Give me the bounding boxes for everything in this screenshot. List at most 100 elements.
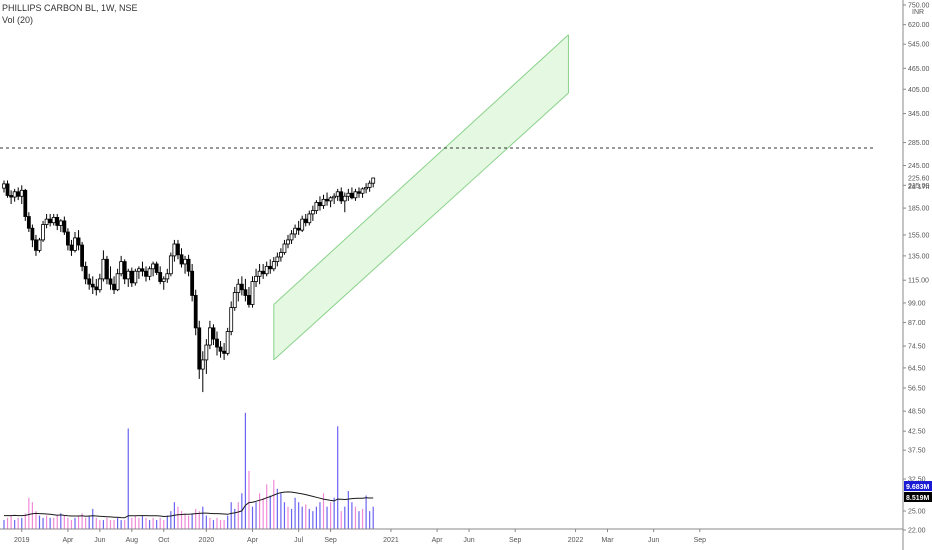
volume-bar: [170, 511, 172, 529]
candle-body: [176, 243, 180, 256]
volume-bar: [301, 506, 303, 529]
candle: [90, 276, 95, 295]
candle-body: [12, 191, 17, 198]
volume-bar: [230, 502, 232, 529]
candle-body: [360, 188, 365, 194]
candle: [186, 254, 191, 277]
volume-bar: [141, 515, 144, 529]
candle-body: [243, 289, 248, 296]
candle-body: [168, 255, 173, 275]
volume-bar: [280, 493, 282, 529]
volume-bar: [102, 520, 104, 529]
volume-bar: [326, 506, 328, 529]
candle-body: [87, 278, 92, 285]
bar-countdown-label: 2d 17h: [908, 184, 930, 191]
candle-body: [140, 268, 145, 272]
currency-label: INR: [912, 9, 924, 16]
candle: [94, 278, 99, 296]
candle: [9, 190, 14, 205]
candle-body: [357, 191, 361, 194]
price-tick-label: 345.00: [908, 111, 930, 118]
candle: [41, 220, 45, 242]
volume-bar: [244, 412, 246, 529]
time-tick-label: 2019: [14, 537, 30, 544]
candle: [200, 351, 205, 393]
candle-body: [261, 270, 266, 275]
volume-bar: [266, 484, 268, 529]
candle-body: [225, 331, 230, 354]
candle-body: [236, 283, 241, 293]
volume-bar: [60, 513, 62, 529]
volume-badge-bg: [904, 481, 932, 491]
price-tick-label: 620.00: [908, 22, 930, 29]
candle-body: [193, 295, 198, 329]
time-tick-label: Sep: [694, 537, 707, 544]
volume-bar: [312, 511, 314, 529]
candle: [193, 289, 198, 336]
candle-body: [23, 189, 28, 217]
price-tick-label: 750.00: [908, 3, 930, 10]
volume-bar: [74, 517, 76, 529]
candle: [51, 213, 56, 226]
candle: [300, 215, 305, 233]
candle-body: [112, 283, 116, 291]
volume-label[interactable]: Vol (20): [2, 15, 34, 25]
candle: [364, 183, 369, 194]
candle-body: [314, 202, 319, 211]
candle-body: [119, 261, 124, 275]
candle: [282, 239, 287, 255]
time-tick-label: Mar: [601, 537, 614, 544]
candle-body: [147, 268, 152, 277]
volume-bar: [191, 513, 193, 529]
price-tick-label: 37.50: [908, 448, 926, 455]
volume-bar: [216, 517, 218, 529]
volume-bar: [223, 520, 225, 529]
candle-body: [158, 272, 163, 282]
time-tick-label: Apr: [247, 537, 259, 544]
volume-bar: [347, 491, 349, 529]
volume-bar: [124, 520, 126, 529]
candle: [314, 200, 319, 214]
candle-body: [154, 263, 159, 273]
candle: [62, 216, 67, 235]
candle: [250, 276, 255, 308]
candle: [179, 248, 184, 268]
time-tick-label: 2022: [568, 537, 584, 544]
time-tick-label: Sep: [324, 537, 337, 544]
candle: [197, 320, 202, 379]
volume-bar: [188, 515, 190, 529]
candle-body: [197, 327, 202, 370]
candle: [357, 187, 361, 198]
candle-body: [247, 295, 251, 305]
price-tick-label: 285.00: [908, 140, 930, 147]
volume-bar: [330, 502, 332, 529]
candle: [19, 185, 24, 205]
volume-bar: [152, 517, 154, 529]
volume-bar: [294, 497, 296, 529]
candle-body: [254, 275, 258, 282]
time-tick-label: Sep: [509, 537, 522, 544]
symbol-title[interactable]: PHILLIPS CARBON BL, 1W, NSE: [2, 3, 138, 13]
candle: [154, 261, 159, 276]
candle-body: [90, 283, 95, 288]
candle-body: [83, 265, 88, 280]
price-tick-label: 465.00: [908, 66, 930, 73]
candle: [254, 268, 258, 287]
volume-bar: [369, 511, 371, 529]
last-price-badge: 225.60: [908, 176, 930, 183]
price-tick-label: 99.00: [908, 300, 926, 307]
candle-body: [286, 239, 290, 245]
volume-bar: [276, 488, 278, 529]
candle-body: [222, 350, 227, 354]
volume-bar: [120, 520, 122, 529]
candle-body: [218, 346, 223, 352]
volume-bar: [6, 517, 9, 529]
volume-badge: 9.683M: [906, 484, 930, 491]
volume-bar: [184, 513, 186, 529]
volume-bar: [117, 517, 119, 529]
candle: [176, 239, 180, 260]
candle-body: [51, 216, 56, 224]
candle: [126, 268, 131, 287]
volume-bar: [77, 515, 80, 529]
